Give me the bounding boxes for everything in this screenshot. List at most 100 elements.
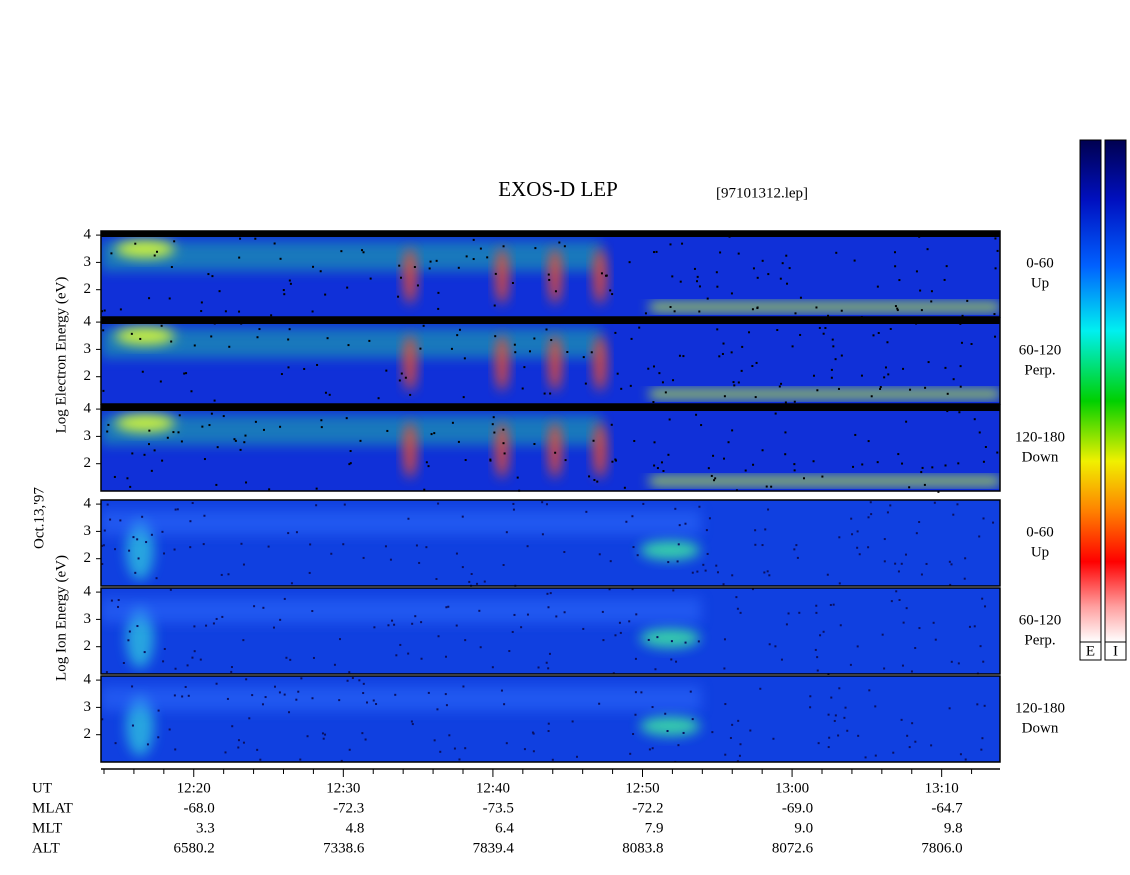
panel-speckle bbox=[710, 474, 713, 477]
panel-speckle bbox=[346, 679, 349, 682]
panel-speckle bbox=[457, 440, 460, 443]
panel-speckle bbox=[191, 502, 194, 505]
panel-speckle bbox=[716, 571, 719, 574]
panel-speckle bbox=[364, 738, 367, 741]
y-tick-label: 2 bbox=[84, 455, 92, 471]
panel-speckle bbox=[793, 463, 796, 466]
panel-speckle bbox=[230, 670, 233, 673]
panel-speckle bbox=[785, 254, 788, 257]
panel-speckle bbox=[828, 736, 831, 739]
panel-speckle bbox=[892, 751, 895, 754]
panel-speckle bbox=[994, 267, 997, 270]
panel-speckle bbox=[389, 558, 392, 561]
panel-speckle bbox=[177, 431, 180, 434]
y-tick-label: 4 bbox=[84, 672, 92, 688]
panel-speckle bbox=[131, 724, 134, 727]
panel-speckle bbox=[944, 366, 947, 369]
panel-speckle bbox=[727, 441, 730, 444]
panel-label: 0-60 bbox=[1026, 524, 1054, 540]
panel-speckle bbox=[849, 663, 852, 666]
panel-texture bbox=[640, 628, 700, 648]
panel-texture bbox=[101, 318, 1000, 324]
panel-texture bbox=[495, 248, 509, 304]
ephemeris-value: 8083.8 bbox=[622, 840, 663, 856]
panel-speckle bbox=[458, 319, 461, 322]
panel-speckle bbox=[714, 477, 717, 480]
panel-speckle bbox=[103, 309, 106, 312]
panel-speckle bbox=[653, 441, 656, 444]
panel-speckle bbox=[712, 454, 715, 457]
panel-speckle bbox=[723, 638, 726, 641]
panel-speckle bbox=[943, 278, 946, 281]
panel-speckle bbox=[784, 453, 787, 456]
panel-speckle bbox=[724, 753, 727, 756]
panel-speckle bbox=[784, 401, 787, 404]
panel-speckle bbox=[864, 756, 867, 759]
panel-speckle bbox=[155, 250, 158, 253]
panel-speckle bbox=[752, 267, 755, 270]
panel-speckle bbox=[315, 504, 318, 507]
panel-speckle bbox=[448, 734, 451, 737]
panel-speckle bbox=[215, 617, 218, 620]
panel-speckle bbox=[407, 517, 410, 520]
panel-speckle bbox=[918, 235, 921, 238]
panel-speckle bbox=[857, 734, 860, 737]
panel-speckle bbox=[684, 641, 687, 644]
panel-speckle bbox=[170, 340, 173, 343]
panel-speckle bbox=[486, 256, 489, 259]
panel-speckle bbox=[840, 309, 843, 312]
panel-speckle bbox=[730, 351, 733, 354]
panel-speckle bbox=[785, 623, 788, 626]
panel-speckle bbox=[834, 714, 837, 717]
panel-speckle bbox=[279, 425, 282, 428]
panel-speckle bbox=[228, 345, 231, 348]
panel-speckle bbox=[772, 737, 775, 740]
panel-speckle bbox=[282, 289, 285, 292]
panel-speckle bbox=[136, 538, 139, 541]
panel-speckle bbox=[280, 373, 283, 376]
panel-speckle bbox=[651, 747, 654, 750]
x-tick-label: 12:30 bbox=[326, 780, 360, 796]
color-bar-label: I bbox=[1113, 643, 1118, 659]
panel-speckle bbox=[502, 442, 505, 445]
panel-speckle bbox=[973, 418, 976, 421]
panel-speckle bbox=[210, 335, 213, 338]
ephemeris-value: 6580.2 bbox=[173, 840, 214, 856]
panel-speckle bbox=[494, 272, 497, 275]
panel-speckle bbox=[654, 668, 657, 671]
panel-texture bbox=[548, 422, 562, 478]
panel-speckle bbox=[994, 237, 997, 240]
panel-speckle bbox=[300, 677, 303, 680]
panel-speckle bbox=[428, 267, 431, 270]
panel-speckle bbox=[817, 742, 820, 745]
panel-speckle bbox=[920, 309, 923, 312]
panel-speckle bbox=[950, 563, 953, 566]
panel-speckle bbox=[178, 414, 181, 417]
panel-label: Perp. bbox=[1024, 632, 1055, 648]
panel-speckle bbox=[884, 366, 887, 369]
panel-speckle bbox=[780, 658, 783, 661]
panel-speckle bbox=[816, 389, 819, 392]
panel-texture bbox=[101, 328, 601, 358]
panel-speckle bbox=[299, 758, 302, 761]
panel-speckle bbox=[170, 265, 173, 268]
panel-speckle bbox=[437, 307, 440, 310]
panel-speckle bbox=[163, 647, 166, 650]
panel-speckle bbox=[563, 611, 566, 614]
panel-speckle bbox=[809, 695, 812, 698]
panel-speckle bbox=[629, 752, 632, 755]
panel-speckle bbox=[270, 314, 273, 317]
panel-speckle bbox=[519, 405, 522, 408]
panel-speckle bbox=[887, 373, 890, 376]
panel-speckle bbox=[721, 352, 724, 355]
panel-speckle bbox=[306, 735, 309, 738]
panel-speckle bbox=[981, 597, 984, 600]
panel-speckle bbox=[554, 290, 557, 293]
panel-speckle bbox=[733, 384, 736, 387]
ephemeris-label: MLAT bbox=[32, 800, 73, 816]
panel-speckle bbox=[672, 379, 675, 382]
panel-speckle bbox=[776, 233, 779, 236]
panel-speckle bbox=[628, 261, 631, 264]
panel-speckle bbox=[102, 389, 105, 392]
panel-speckle bbox=[419, 347, 422, 350]
